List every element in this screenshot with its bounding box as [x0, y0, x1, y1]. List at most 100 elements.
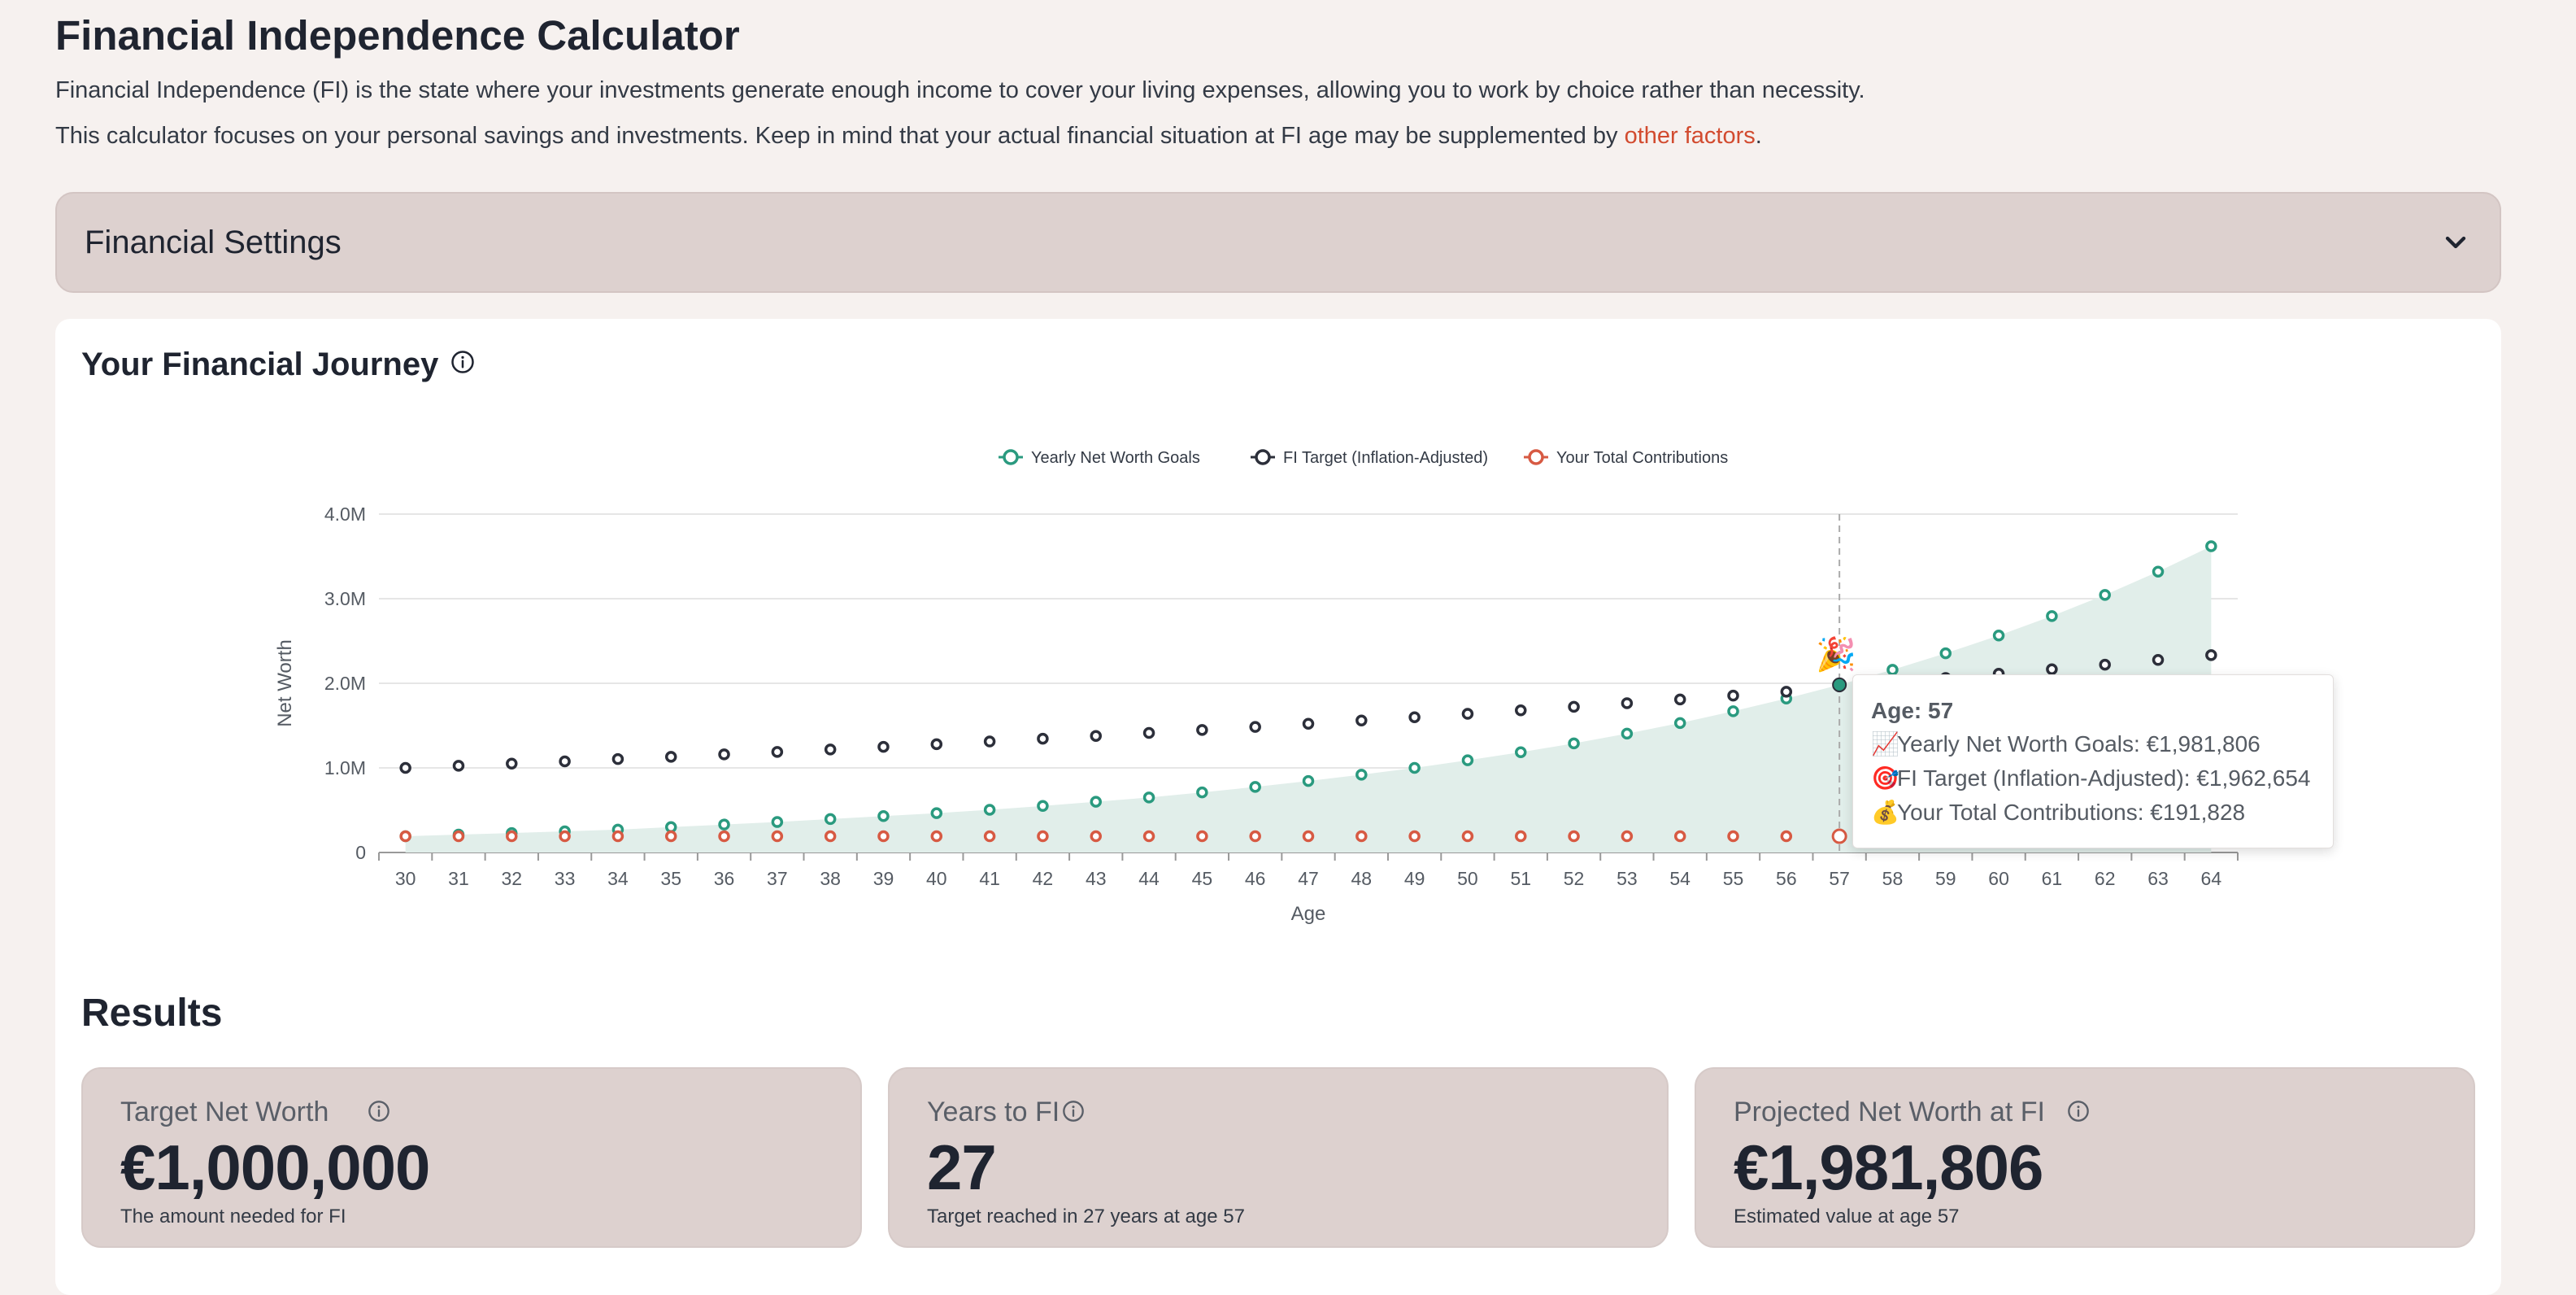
data-point	[1461, 754, 1474, 766]
tooltip-networth-text: Yearly Net Worth Goals: €1,981,806	[1897, 731, 2261, 757]
journey-title: Your Financial Journey	[81, 347, 439, 382]
highlight-point	[1832, 677, 1847, 692]
data-point	[559, 830, 571, 843]
y-tick-label: 1.0M	[324, 757, 366, 778]
x-tick-label: 38	[820, 868, 841, 889]
data-point	[930, 807, 943, 819]
data-point	[1249, 721, 1261, 733]
x-tick-label: 47	[1298, 868, 1319, 889]
highlight-point	[1831, 828, 1847, 844]
data-point	[877, 830, 890, 843]
intro-paragraph-2: This calculator focuses on your personal…	[55, 123, 1762, 150]
x-tick-label: 55	[1723, 868, 1744, 889]
legend-marker	[1003, 449, 1019, 465]
info-icon[interactable]	[2067, 1100, 2090, 1123]
data-point	[718, 748, 730, 761]
y-tick-label: 0	[355, 842, 366, 863]
info-icon[interactable]	[368, 1100, 390, 1123]
x-tick-label: 53	[1617, 868, 1638, 889]
data-point	[1355, 769, 1368, 781]
data-point	[1302, 774, 1315, 787]
data-point	[506, 757, 518, 770]
data-point	[1355, 830, 1368, 843]
data-point	[1673, 830, 1686, 843]
data-point	[1673, 717, 1686, 730]
data-point	[399, 830, 411, 843]
x-tick-label: 49	[1404, 868, 1425, 889]
data-point	[718, 818, 730, 831]
data-point	[1196, 830, 1208, 843]
data-point	[1515, 830, 1527, 843]
data-point	[2099, 658, 2111, 671]
legend-label: Yearly Net Worth Goals	[1031, 449, 1200, 467]
x-tick-label: 57	[1829, 868, 1850, 889]
intro-suffix: .	[1755, 123, 1762, 149]
data-point	[664, 821, 677, 834]
net-worth-area	[405, 546, 2212, 852]
data-point	[877, 740, 890, 753]
x-tick-label: 36	[714, 868, 735, 889]
x-tick-label: 33	[555, 868, 576, 889]
data-point	[771, 816, 784, 828]
info-icon[interactable]	[1062, 1100, 1085, 1123]
x-tick-label: 56	[1776, 868, 1797, 889]
x-tick-label: 64	[2201, 868, 2222, 889]
intro-paragraph: Financial Independence (FI) is the state…	[55, 77, 1865, 103]
data-point	[1302, 717, 1315, 730]
x-tick-label: 51	[1510, 868, 1531, 889]
data-point	[664, 830, 677, 843]
data-point	[1037, 830, 1049, 843]
other-factors-link[interactable]: other factors	[1624, 123, 1756, 149]
data-point	[1727, 689, 1739, 702]
result-value: €1,000,000	[120, 1131, 430, 1203]
data-point	[1408, 830, 1421, 843]
x-tick-label: 62	[2095, 868, 2116, 889]
data-point	[1037, 800, 1049, 813]
data-point	[1142, 791, 1155, 804]
page-title: Financial Independence Calculator	[55, 12, 740, 59]
info-icon[interactable]	[450, 350, 475, 374]
data-point	[771, 746, 784, 758]
data-point	[824, 830, 837, 843]
data-point	[1302, 830, 1315, 843]
money-bag-icon: 💰	[1871, 800, 1899, 825]
x-tick-label: 37	[767, 868, 788, 889]
data-point	[718, 830, 730, 843]
party-popper-icon: 🎉	[1816, 635, 1856, 674]
data-point	[2046, 663, 2058, 675]
target-icon: 🎯	[1871, 765, 1899, 791]
result-subtext: The amount needed for FI	[120, 1206, 346, 1227]
x-tick-label: 60	[1988, 868, 2009, 889]
x-tick-label: 44	[1138, 868, 1160, 889]
data-point	[1196, 786, 1208, 799]
chevron-down-icon[interactable]	[2439, 226, 2472, 259]
tooltip-title: Age: 57	[1871, 698, 1954, 723]
x-tick-label: 61	[2042, 868, 2063, 889]
x-tick-label: 31	[448, 868, 469, 889]
result-subtext: Estimated value at age 57	[1734, 1206, 1960, 1227]
y-tick-label: 4.0M	[324, 504, 366, 525]
data-point	[1621, 830, 1634, 843]
net-worth-chart[interactable]: 0 1.0M 2.0M 3.0M 4.0M 30 31 32 33 34 35 36 37 38 39 40 4…	[55, 416, 2501, 937]
x-tick-label: 59	[1935, 868, 1956, 889]
result-label: Projected Net Worth at FI	[1734, 1097, 2045, 1127]
data-point	[824, 743, 837, 756]
intro-text: This calculator focuses on your personal…	[55, 123, 1625, 149]
x-tick-label: 40	[926, 868, 947, 889]
data-point	[930, 738, 943, 751]
financial-journey-card: Your Financial Journey 0 1.0M 2.0M 3.0M 4.0M…	[55, 319, 2501, 1295]
data-point	[2152, 565, 2165, 578]
data-point	[1090, 730, 1102, 742]
result-card-projected: Projected Net Worth at FI €1,981,806 Est…	[1695, 1067, 2475, 1248]
data-point	[771, 830, 784, 843]
result-label: Years to FI	[927, 1097, 1060, 1127]
x-tick-label: 54	[1669, 868, 1690, 889]
data-point	[2205, 649, 2217, 661]
y-tick-label: 3.0M	[324, 588, 366, 609]
tooltip-contrib-text: Your Total Contributions: €191,828	[1897, 800, 2246, 825]
y-axis-title: Net Worth	[274, 639, 296, 727]
financial-settings-accordion[interactable]: Financial Settings	[55, 192, 2501, 293]
tooltip-target-text: FI Target (Inflation-Adjusted): €1,962,6…	[1897, 765, 2311, 791]
data-point	[1408, 711, 1421, 723]
result-value: 27	[927, 1131, 997, 1203]
